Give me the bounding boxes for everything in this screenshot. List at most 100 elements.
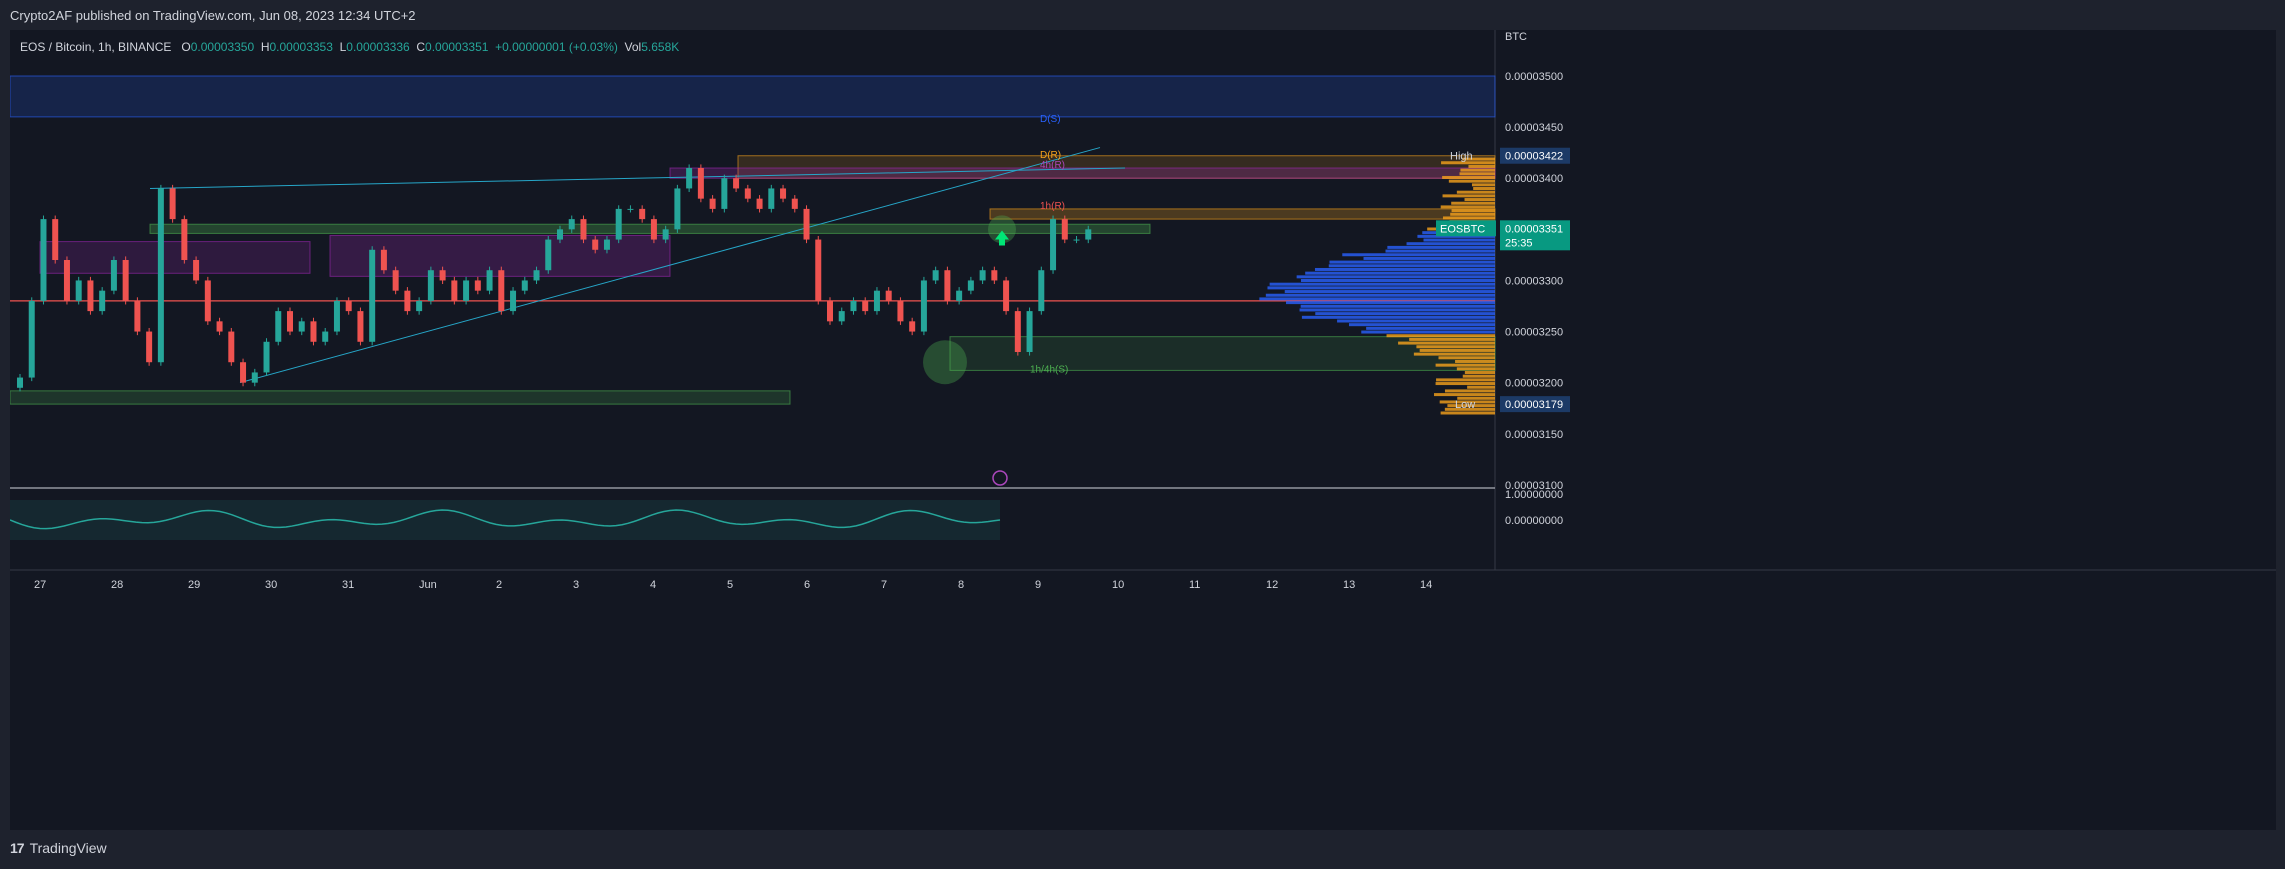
candle-body: [1085, 229, 1091, 239]
volume-profile-bar: [1457, 367, 1495, 370]
candle-body: [240, 362, 246, 382]
candle-body: [17, 378, 23, 388]
time-tick-label: 5: [727, 579, 733, 591]
candle-body: [557, 229, 563, 239]
candle-body: [968, 280, 974, 290]
candle-body: [933, 270, 939, 280]
osc-tick-0: 0.00000000: [1505, 515, 1563, 527]
candle-body: [1027, 311, 1033, 352]
candle-body: [522, 280, 528, 290]
candle-body: [710, 199, 716, 209]
candle-body: [170, 188, 176, 219]
volume-profile-bar: [1457, 191, 1495, 194]
volume-profile-bar: [1387, 334, 1495, 337]
price-tick-label: 0.00003400: [1505, 173, 1563, 185]
legend-volume: 5.658K: [641, 40, 679, 54]
time-tick-label: 6: [804, 579, 810, 591]
label-4h-resistance: 4h(R): [1040, 160, 1065, 171]
volume-profile-bar: [1270, 283, 1495, 286]
price-tick-label: 0.00003250: [1505, 327, 1563, 339]
legend-high: 0.00003353: [270, 40, 333, 54]
candle-body: [404, 291, 410, 311]
zone-purple-left: [40, 242, 310, 274]
volume-profile-bar: [1436, 364, 1495, 367]
volume-profile-bar: [1398, 342, 1495, 345]
candle-body: [956, 291, 962, 301]
volume-profile-bar: [1441, 411, 1495, 414]
candle-body: [815, 240, 821, 301]
volume-profile-bar: [1266, 294, 1495, 297]
volume-profile-bar: [1449, 180, 1495, 183]
candle-body: [1003, 280, 1009, 311]
price-chart[interactable]: D(S) D(R)4h(R) 1h(R) 1h/4h(S) 0.00003500 0.00…: [10, 30, 2276, 830]
volume-profile-bar: [1305, 272, 1495, 275]
candle-body: [369, 250, 375, 342]
publisher-line: Crypto2AF published on TradingView.com, …: [10, 8, 416, 23]
volume-profile-bar: [1301, 305, 1495, 308]
candle-body: [1050, 219, 1056, 270]
high-value: 0.00003422: [1505, 151, 1563, 163]
legend-symbol: EOS / Bitcoin, 1h, BINANCE: [20, 40, 171, 54]
candle-body: [510, 291, 516, 311]
volume-profile-bar: [1445, 389, 1495, 392]
candle-body: [111, 260, 117, 291]
volume-profile-bar: [1468, 165, 1495, 168]
candle-body: [228, 332, 234, 363]
candle-body: [698, 168, 704, 199]
volume-profile-bar: [1434, 393, 1495, 396]
legend-c-label: C: [416, 40, 425, 54]
candle-body: [334, 301, 340, 332]
candle-body: [745, 188, 751, 198]
candle-body: [393, 270, 399, 290]
volume-profile-bar: [1342, 253, 1495, 256]
volume-profile-bar: [1472, 183, 1495, 186]
volume-profile-bar: [1465, 371, 1495, 374]
candle-body: [534, 270, 540, 280]
volume-profile-bar: [1297, 275, 1495, 278]
last-price: 0.00003351: [1505, 223, 1563, 235]
legend-vol-label: Vol: [625, 40, 642, 54]
time-tick-label: 11: [1189, 579, 1200, 591]
candle-body: [944, 270, 950, 301]
candle-body: [123, 260, 129, 301]
candle-body: [64, 260, 70, 301]
candle-body: [498, 270, 504, 311]
time-tick-label: 27: [34, 579, 46, 591]
volume-profile-bar: [1285, 290, 1495, 293]
candle-body: [592, 240, 598, 250]
time-tick-label: 29: [188, 579, 200, 591]
volume-profile-bar: [1473, 187, 1495, 190]
candle-body: [299, 321, 305, 331]
volume-profile-bar: [1366, 327, 1495, 330]
volume-profile-bar: [1436, 382, 1495, 385]
legend-change: +0.00000001 (+0.03%): [495, 40, 618, 54]
label-d-support: D(S): [1040, 114, 1061, 125]
candle-body: [217, 321, 223, 331]
chart-frame: D(S) D(R) 4h(R) 1h(R) 1h/4h(S) 0.00003500 0.00…: [10, 30, 2276, 830]
candle-body: [651, 219, 657, 239]
time-tick-label: Jun: [419, 579, 437, 591]
legend-open: 0.00003350: [191, 40, 254, 54]
candle-body: [604, 240, 610, 250]
price-tick-label: 0.00003500: [1505, 71, 1563, 83]
candle-body: [921, 280, 927, 331]
volume-profile-bar: [1424, 239, 1495, 242]
candle-body: [134, 301, 140, 332]
candle-body: [792, 199, 798, 209]
candle-body: [193, 260, 199, 280]
symbol-tag: EOSBTC: [1440, 223, 1485, 235]
candle-body: [451, 280, 457, 300]
volume-profile-bar: [1364, 257, 1495, 260]
candle-body: [545, 240, 551, 271]
candle-body: [886, 291, 892, 301]
label-1h-resistance: 1h(R): [1040, 201, 1065, 212]
candle-body: [757, 199, 763, 209]
candle-body: [158, 188, 164, 362]
candle-body: [1062, 219, 1068, 239]
footer-brand[interactable]: TradingView: [30, 840, 107, 856]
candle-body: [780, 188, 786, 198]
candle-body: [897, 301, 903, 321]
candle-body: [146, 332, 152, 363]
volume-profile-bar: [1463, 375, 1495, 378]
candle-body: [463, 280, 469, 300]
